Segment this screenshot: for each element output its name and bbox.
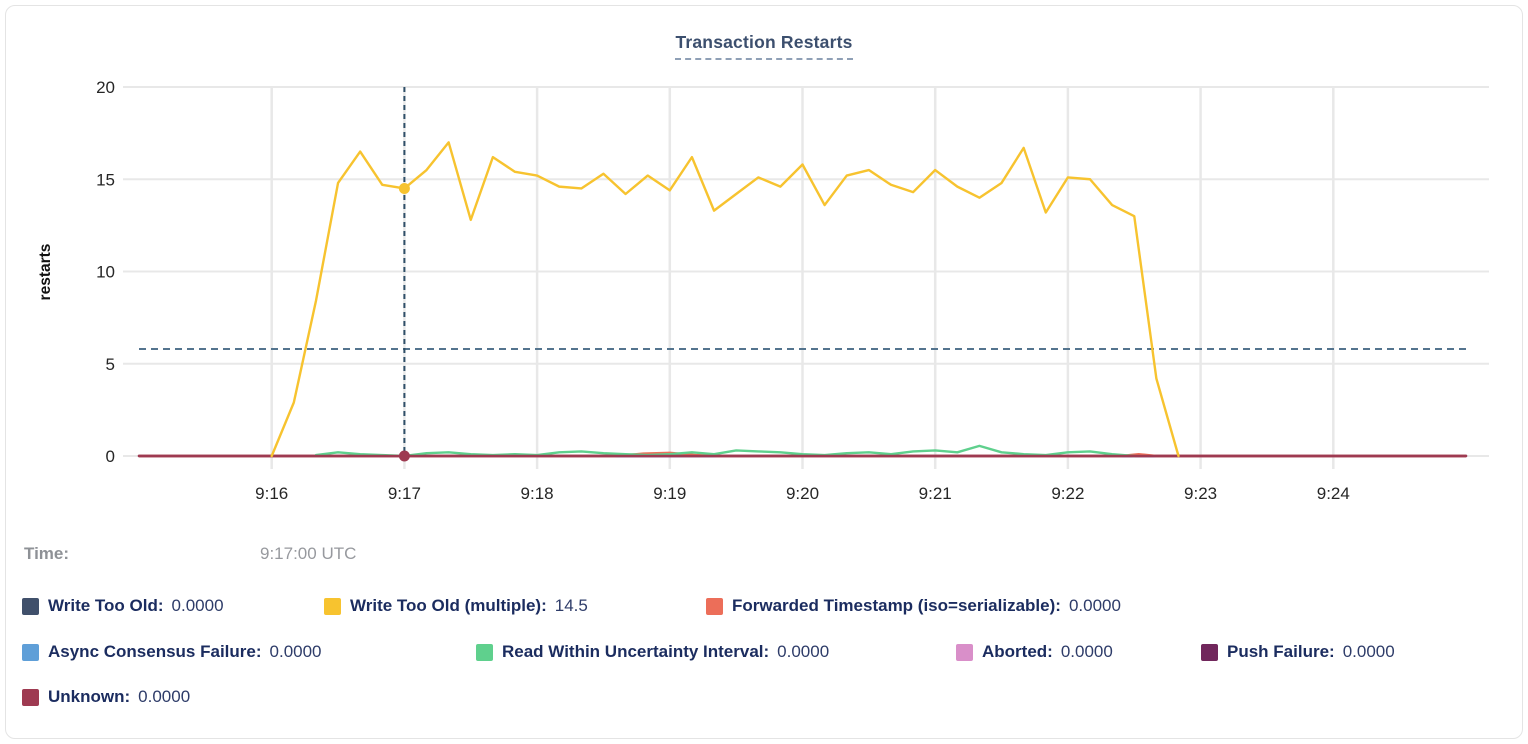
transaction-restarts-chart[interactable]: 0 5 10 15 20 9:16 9:17 9:18 9:19 9:20 9:21 9:22 9:23…	[6, 6, 1522, 528]
legend-swatch-icon	[22, 597, 39, 615]
time-label: Time:	[24, 544, 70, 563]
legend-item-label: Forwarded Timestamp (iso=serializable):	[732, 596, 1061, 615]
legend-swatch-icon	[22, 643, 39, 661]
hover-dot	[398, 450, 410, 462]
legend-item-value: 0.0000	[1060, 642, 1113, 661]
legend-swatch-icon	[956, 643, 973, 661]
legend-item[interactable]: Aborted: 0.0000	[956, 642, 1113, 662]
legend-item-label: Read Within Uncertainty Interval:	[502, 642, 770, 661]
legend-swatch-icon	[706, 597, 723, 615]
hover-dot	[398, 182, 410, 194]
legend-row: Write Too Old: 0.0000 Write Too Old (multi…	[6, 596, 1522, 622]
legend-item-label: Async Consensus Failure:	[48, 642, 262, 661]
x-tick-label: 9:18	[521, 484, 554, 503]
legend-row: Unknown: 0.0000	[6, 687, 1522, 713]
legend-swatch-icon	[22, 688, 39, 706]
legend-item-value: 0.0000	[1068, 596, 1121, 615]
x-tick-label: 9:23	[1184, 484, 1217, 503]
legend-item[interactable]: Unknown: 0.0000	[22, 687, 190, 707]
legend-swatch-icon	[324, 597, 341, 615]
legend-item-value: 0.0000	[171, 596, 224, 615]
legend-item-value: 14.5	[554, 596, 588, 615]
legend-item[interactable]: Forwarded Timestamp (iso=serializable): 0…	[706, 596, 1121, 616]
y-tick-label: 20	[96, 78, 115, 97]
transaction-restarts-panel: Transaction Restarts 0 5 10 15 20 9:16 9:17 9:1…	[5, 5, 1523, 739]
x-tick-label: 9:20	[786, 484, 819, 503]
x-tick-label: 9:24	[1317, 484, 1350, 503]
legend-item-value: 0.0000	[269, 642, 322, 661]
chart-title[interactable]: Transaction Restarts	[675, 32, 853, 60]
x-tick-label: 9:21	[919, 484, 952, 503]
legend-swatch-icon	[1201, 643, 1218, 661]
hover-time-row: Time: 9:17:00 UTC	[6, 544, 1522, 570]
legend-item-label: Unknown:	[48, 687, 131, 706]
x-tick-label: 9:17	[388, 484, 421, 503]
y-tick-label: 15	[96, 170, 115, 189]
x-tick-label: 9:16	[255, 484, 288, 503]
y-tick-label: 10	[96, 263, 115, 282]
y-tick-label: 0	[106, 447, 115, 466]
legend-item[interactable]: Write Too Old (multiple): 14.5	[324, 596, 588, 616]
legend-item-value: 0.0000	[138, 687, 191, 706]
legend-item-label: Write Too Old (multiple):	[350, 596, 547, 615]
legend-item[interactable]: Read Within Uncertainty Interval: 0.0000	[476, 642, 829, 662]
y-tick-label: 5	[106, 355, 115, 374]
legend-item[interactable]: Write Too Old: 0.0000	[22, 596, 224, 616]
legend-item-value: 0.0000	[777, 642, 830, 661]
chart-title-wrap: Transaction Restarts	[6, 32, 1522, 60]
legend-swatch-icon	[476, 643, 493, 661]
legend-item-value: 0.0000	[1342, 642, 1395, 661]
x-tick-label: 9:19	[653, 484, 686, 503]
legend-item-label: Aborted:	[982, 642, 1053, 661]
legend-item[interactable]: Push Failure: 0.0000	[1201, 642, 1395, 662]
legend-row: Async Consensus Failure: 0.0000 Read Withi…	[6, 642, 1522, 668]
time-value: 9:17:00 UTC	[260, 544, 357, 563]
series-line	[314, 444, 1136, 458]
series-line	[270, 141, 1180, 458]
legend-item[interactable]: Async Consensus Failure: 0.0000	[22, 642, 322, 662]
x-tick-label: 9:22	[1051, 484, 1084, 503]
legend-item-label: Write Too Old:	[48, 596, 164, 615]
legend-item-label: Push Failure:	[1227, 642, 1335, 661]
y-axis-label: restarts	[37, 244, 54, 301]
